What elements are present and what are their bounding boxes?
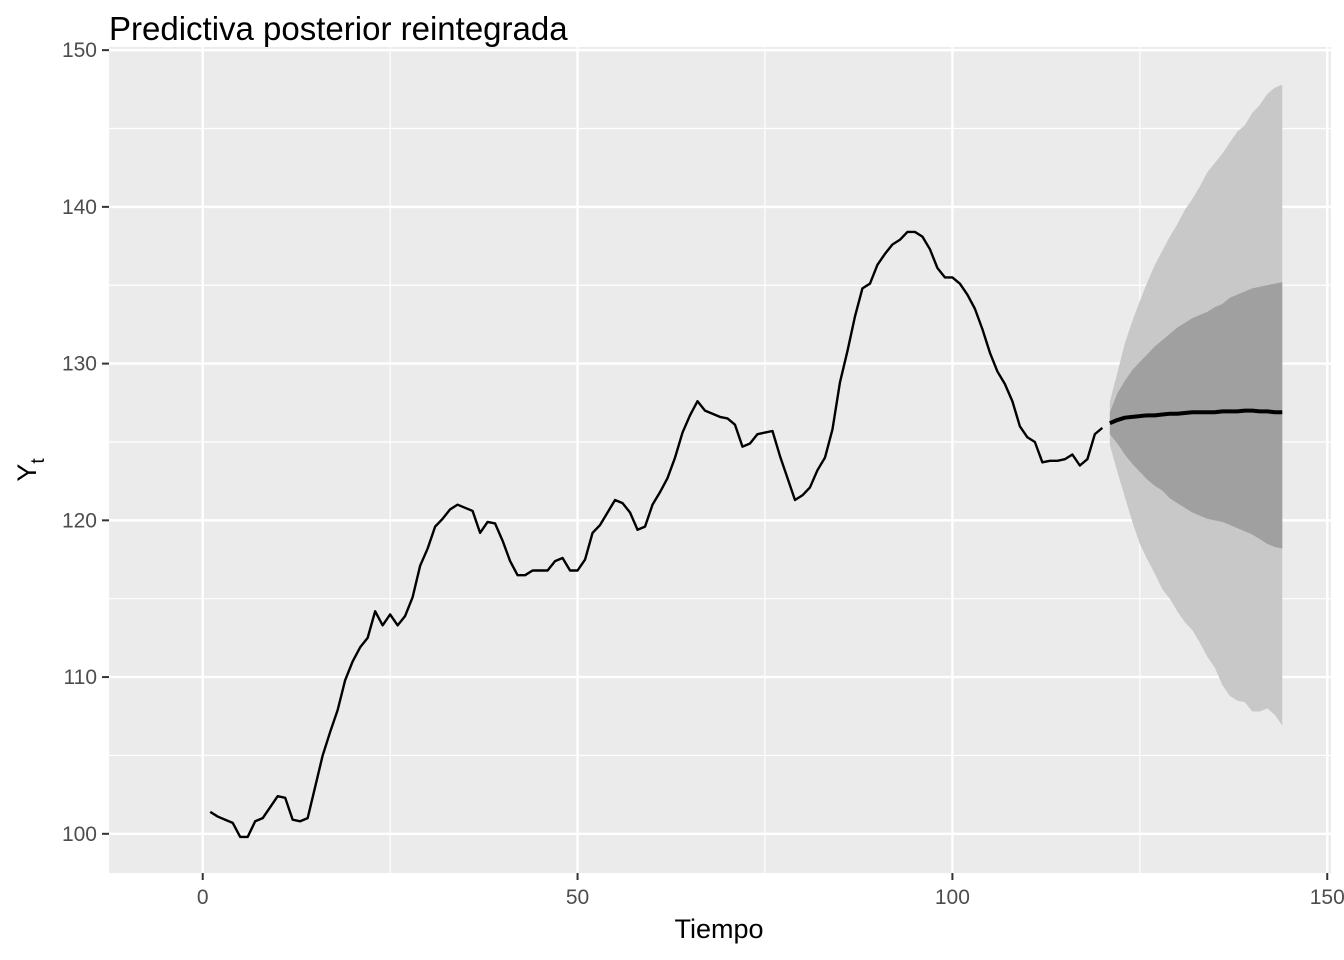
series-lines: [209, 230, 1283, 839]
y-axis-label: Yt: [12, 458, 49, 482]
y-tick-label: 120: [62, 509, 97, 532]
y-axis: 100 110 120 130 140 150: [62, 39, 109, 846]
y-tick-label: 150: [62, 39, 97, 62]
prediction-bands: [1109, 84, 1283, 726]
y-tick-label: 130: [62, 353, 97, 376]
x-tick-label: 50: [566, 886, 589, 909]
y-tick-label: 100: [62, 823, 97, 846]
y-tick-label: 110: [64, 666, 97, 689]
x-axis-label: Tiempo: [674, 914, 763, 944]
inner-interval-band: [1109, 282, 1283, 549]
observed-line: [209, 230, 1104, 839]
major-gridlines: [109, 47, 1331, 873]
x-tick-label: 0: [197, 886, 209, 909]
x-tick-label: 150: [1310, 886, 1344, 909]
x-tick-label: 100: [935, 886, 970, 909]
x-axis: 0 50 100 150: [197, 873, 1344, 909]
forecast-mean-line: [1109, 408, 1283, 426]
y-tick-label: 140: [62, 196, 97, 219]
chart-title: Predictiva posterior reintegrada: [109, 10, 568, 47]
y-axis-label-main: Y: [12, 464, 42, 482]
y-axis-label-subscript: t: [28, 458, 49, 464]
